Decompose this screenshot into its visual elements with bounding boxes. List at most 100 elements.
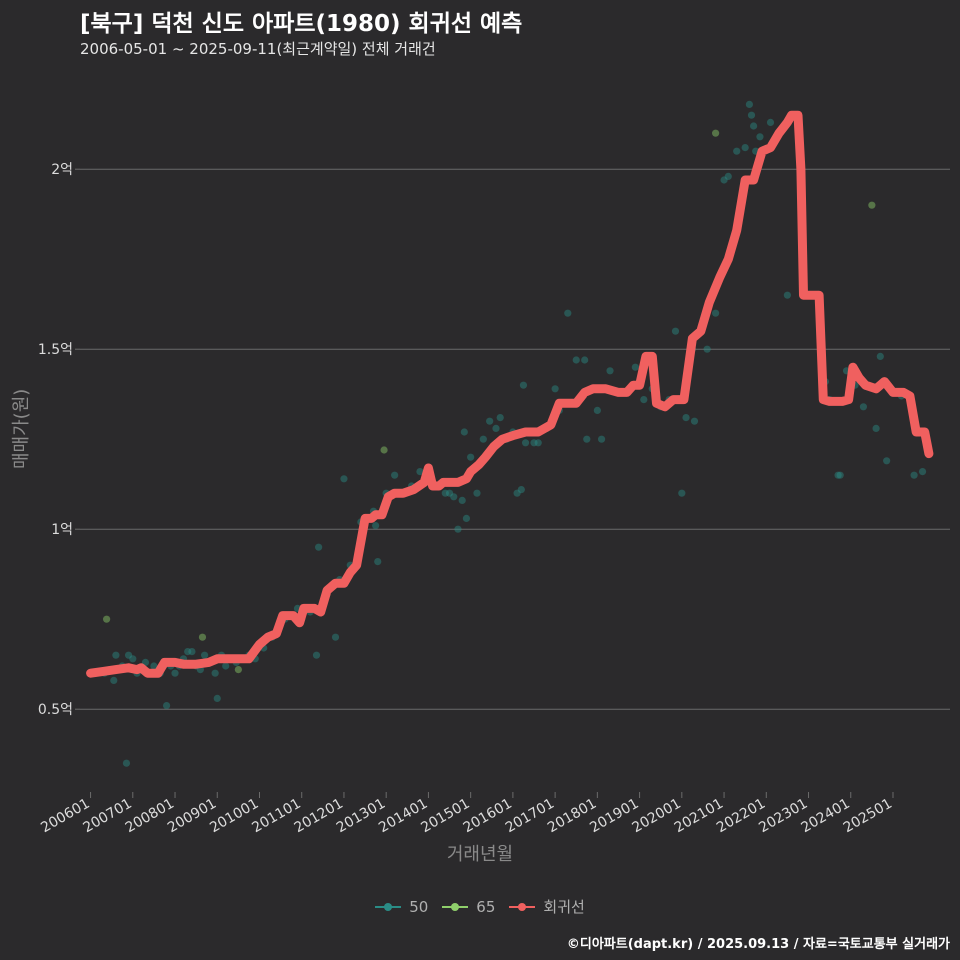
x-axis-title: 거래년월 [446, 844, 514, 865]
data-point-50 [460, 428, 468, 436]
data-point-50 [450, 493, 458, 501]
data-point-65 [380, 446, 388, 454]
data-point-50 [162, 702, 171, 710]
legend-label-trend: 회귀선 [543, 898, 585, 916]
data-point-50 [606, 367, 614, 375]
data-point-50 [517, 486, 525, 494]
data-point-50 [756, 133, 764, 141]
data-point-50 [724, 172, 732, 180]
data-point-50 [741, 144, 749, 152]
data-point-50 [184, 648, 192, 656]
data-point-50 [631, 363, 639, 371]
data-point-50 [783, 291, 792, 299]
data-point-50 [703, 345, 711, 353]
legend: 50 65 회귀선 [0, 896, 960, 917]
data-point-65 [234, 666, 242, 674]
data-point-50 [129, 655, 137, 663]
y-tick-label: 0.5억 [38, 702, 73, 718]
data-point-50 [572, 356, 580, 364]
legend-key-65 [442, 900, 469, 914]
data-point-50 [112, 651, 120, 659]
data-point-50 [766, 118, 775, 126]
legend-item-65: 65 [442, 896, 495, 917]
data-point-50 [910, 471, 918, 479]
data-point-65 [868, 201, 876, 209]
legend-item-trend: 회귀선 [509, 896, 585, 917]
data-point-50 [597, 435, 606, 443]
data-point-50 [836, 471, 844, 479]
data-point-50 [315, 543, 323, 551]
data-point-50 [171, 669, 179, 677]
data-point-50 [479, 435, 487, 443]
data-point-50 [222, 662, 230, 670]
data-point-50 [530, 439, 538, 447]
data-point-50 [712, 309, 720, 317]
y-tick-label: 2억 [51, 162, 73, 178]
data-point-50 [834, 471, 842, 479]
data-point-50 [564, 309, 572, 317]
data-point-50 [150, 662, 158, 670]
data-point-50 [690, 417, 699, 425]
data-point-50 [733, 147, 741, 155]
data-point-50 [750, 122, 758, 130]
legend-label-65: 65 [476, 897, 496, 916]
data-point-50 [211, 669, 219, 677]
data-point-50 [918, 468, 927, 476]
legend-label-50: 50 [409, 897, 429, 916]
data-point-50 [340, 475, 348, 483]
data-point-50 [640, 396, 648, 404]
data-point-50 [331, 633, 340, 641]
data-point-50 [678, 489, 686, 497]
legend-item-50: 50 [375, 896, 428, 917]
data-point-50 [682, 414, 690, 422]
data-point-50 [581, 356, 589, 364]
data-point-50 [859, 403, 868, 411]
trend-line-path [86, 110, 934, 678]
data-point-50 [492, 424, 500, 432]
data-point-50 [486, 417, 494, 425]
y-axis-title: 매매가(원) [11, 388, 32, 469]
trend-line [86, 110, 934, 678]
data-point-50 [551, 385, 559, 393]
data-point-50 [122, 759, 131, 767]
data-point-50 [312, 651, 321, 659]
data-point-50 [745, 100, 753, 108]
data-point-50 [124, 651, 133, 659]
data-point-50 [883, 457, 891, 465]
data-point-50 [200, 651, 209, 659]
data-point-50 [372, 522, 380, 530]
data-point-50 [416, 468, 424, 476]
data-point-50 [458, 496, 466, 504]
data-point-50 [445, 489, 454, 497]
data-point-50 [513, 489, 521, 497]
data-point-50 [391, 471, 399, 479]
data-point-50 [521, 439, 530, 447]
data-point-50 [213, 694, 221, 703]
legend-key-50 [375, 900, 402, 914]
data-point-50 [720, 176, 728, 184]
y-tick-label: 1억 [51, 522, 73, 538]
data-point-50 [534, 439, 542, 447]
data-point-65 [103, 615, 111, 623]
x-axis-ticks: 2006012007012008012009012010012011012012… [38, 792, 895, 836]
data-point-50 [519, 381, 528, 389]
source-caption: ©디아파트(dapt.kr) / 2025.09.13 / 자료=국토교통부 실… [566, 937, 950, 952]
data-point-50 [467, 453, 475, 461]
data-point-50 [593, 406, 601, 414]
data-point-50 [441, 489, 449, 497]
y-axis-ticks: 0.5억 1억 1.5억 2억 [38, 162, 80, 718]
data-point-50 [462, 514, 471, 523]
data-point-50 [872, 424, 880, 432]
data-point-50 [876, 352, 884, 360]
data-point-50 [374, 558, 382, 566]
data-point-65 [712, 129, 720, 137]
x-tick-label: 202501 [841, 796, 895, 837]
data-point-50 [496, 414, 504, 422]
data-point-50 [110, 676, 118, 685]
data-point-50 [747, 111, 756, 119]
chart-title: [북구] 덕천 신도 아파트(1980) 회귀선 예측 [80, 11, 523, 37]
data-point-50 [473, 489, 481, 497]
data-point-50 [583, 435, 591, 443]
data-point-50 [188, 648, 196, 656]
